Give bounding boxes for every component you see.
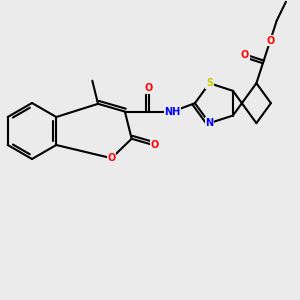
Text: NH: NH [164,106,181,117]
Text: O: O [266,36,275,46]
Text: S: S [206,78,213,88]
Text: N: N [206,118,214,128]
Text: O: O [145,83,153,93]
Text: O: O [107,153,116,163]
Text: O: O [241,50,249,59]
Text: O: O [150,140,159,150]
